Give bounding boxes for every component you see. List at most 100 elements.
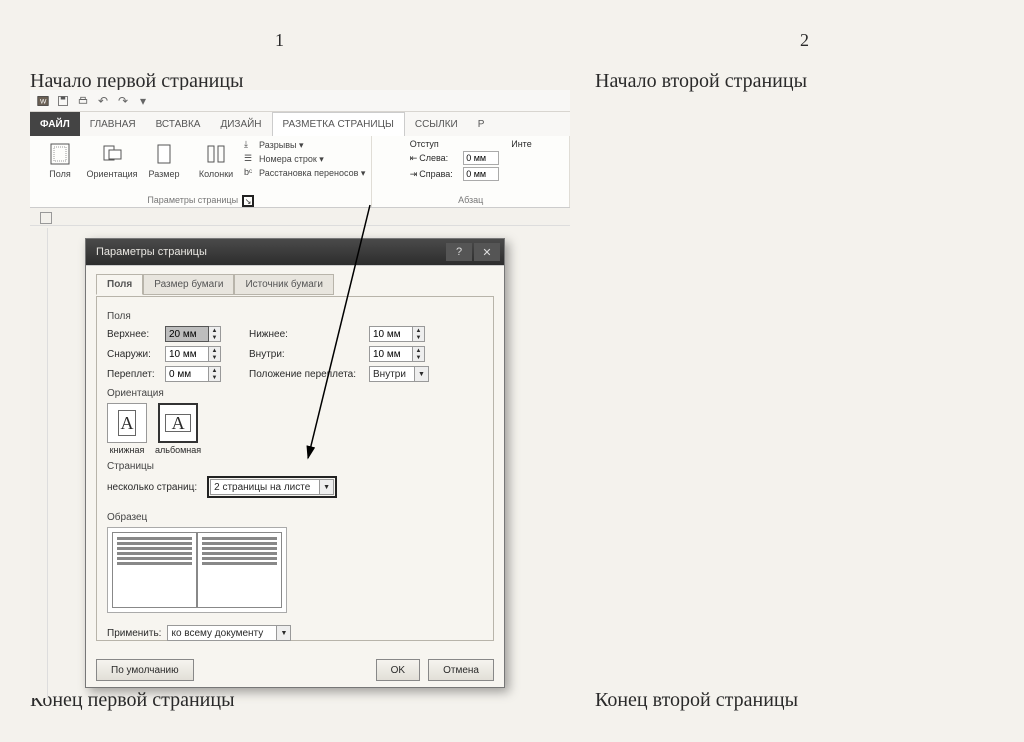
section-preview-label: Образец [107, 512, 483, 523]
heading-page1-bottom: Конец первой страницы [30, 689, 235, 712]
help-button[interactable]: ? [446, 243, 472, 261]
multi-pages-label: несколько страниц: [107, 482, 197, 493]
page-number-1: 1 [275, 30, 284, 51]
save-icon[interactable] [56, 94, 70, 108]
default-button[interactable]: По умолчанию [96, 659, 194, 681]
line-numbers-button[interactable]: ☰Номера строк ▾ [244, 153, 365, 165]
indent-left-icon: ⇤ [410, 153, 418, 164]
page-setup-launcher[interactable]: ↘ [242, 195, 254, 207]
indent-left-label: Слева: [419, 153, 461, 163]
margin-top-input[interactable]: ▲▼ [165, 326, 225, 342]
margin-inside-input[interactable]: ▲▼ [369, 346, 429, 362]
orientation-label: Ориентация [86, 169, 137, 179]
orientation-portrait-button[interactable]: A книжная [107, 403, 147, 455]
tab-mailings[interactable]: Р [468, 112, 495, 136]
columns-label: Колонки [199, 169, 233, 179]
dialog-titlebar[interactable]: Параметры страницы ? ✕ [86, 239, 504, 265]
ribbon-group-page-setup: Поля Ориентация Размер Колонки [30, 136, 372, 207]
size-icon [151, 141, 177, 167]
gutter-input[interactable]: ▲▼ [165, 366, 225, 382]
close-button[interactable]: ✕ [474, 243, 500, 261]
tab-references[interactable]: ССЫЛКИ [405, 112, 468, 136]
group-label-page-setup: Параметры страницы [147, 195, 238, 207]
print-icon[interactable] [76, 94, 90, 108]
dialog-tab-paper[interactable]: Размер бумаги [143, 274, 234, 295]
word-app-icon: W [36, 94, 50, 108]
apply-row: Применить: ко всему документу▼ [107, 625, 483, 641]
preview-box [107, 527, 287, 613]
section-orientation-label: Ориентация [107, 388, 483, 399]
hyphen-label: Расстановка переносов ▾ [259, 168, 365, 179]
breaks-button[interactable]: ⤓Разрывы ▾ [244, 139, 365, 151]
tab-insert[interactable]: ВСТАВКА [146, 112, 211, 136]
breaks-icon: ⤓ [244, 139, 256, 151]
heading-page2-bottom: Конец второй страницы [595, 689, 798, 712]
apply-label: Применить: [107, 628, 161, 639]
breaks-label: Разрывы ▾ [259, 140, 303, 151]
pages-row: несколько страниц: 2 страницы на листе▼ [107, 476, 483, 498]
tab-design[interactable]: ДИЗАЙН [210, 112, 271, 136]
size-label: Размер [149, 169, 180, 179]
size-button[interactable]: Размер [140, 139, 188, 179]
tab-page-layout[interactable]: РАЗМЕТКА СТРАНИЦЫ [272, 112, 405, 136]
cancel-button[interactable]: Отмена [428, 659, 494, 681]
group-label-paragraph: Абзац [458, 195, 483, 207]
section-margins-label: Поля [107, 311, 483, 322]
tab-home[interactable]: ГЛАВНАЯ [80, 112, 146, 136]
word-window: W ↶ ↷ ▾ ФАЙЛ ГЛАВНАЯ ВСТАВКА ДИЗАЙН РАЗМ… [30, 90, 570, 226]
margin-outside-input[interactable]: ▲▼ [165, 346, 225, 362]
multi-pages-select[interactable]: 2 страницы на листе▼ [207, 476, 337, 498]
margins-button[interactable]: Поля [36, 139, 84, 179]
orientation-icon [99, 141, 125, 167]
hyphenation-button[interactable]: bᶜРасстановка переносов ▾ [244, 167, 365, 179]
dialog-footer: По умолчанию OK Отмена [96, 659, 494, 681]
margin-top-label: Верхнее: [107, 329, 165, 340]
qat-dropdown-icon[interactable]: ▾ [136, 94, 150, 108]
indent-right-icon: ⇥ [410, 169, 418, 180]
hyphen-icon: bᶜ [244, 167, 256, 179]
apply-select[interactable]: ко всему документу▼ [167, 625, 291, 641]
ok-button[interactable]: OK [376, 659, 420, 681]
margins-icon [47, 141, 73, 167]
gutter-label: Переплет: [107, 369, 165, 380]
orientation-landscape-button[interactable]: A альбомная [155, 403, 201, 455]
quick-access-toolbar: W ↶ ↷ ▾ [30, 90, 570, 112]
linenums-icon: ☰ [244, 153, 256, 165]
dialog-panel: Поля Верхнее: ▲▼ Нижнее: ▲▼ Снаружи: ▲▼ … [96, 296, 494, 641]
columns-button[interactable]: Колонки [192, 139, 240, 179]
indent-left-input[interactable] [463, 151, 499, 165]
indent-right-input[interactable] [463, 167, 499, 181]
margin-inside-label: Внутри: [249, 349, 369, 360]
undo-icon[interactable]: ↶ [96, 94, 110, 108]
preview-page-left [112, 532, 197, 608]
ribbon-group-paragraph: Отступ ⇤Слева: ⇥Справа: Инте Абзац [372, 136, 570, 207]
indent-header: Отступ [410, 139, 500, 149]
preview-page-right [197, 532, 282, 608]
dialog-title-text: Параметры страницы [96, 246, 207, 258]
dialog-tab-fields[interactable]: Поля [96, 274, 143, 295]
spacing-header: Инте [511, 139, 531, 149]
page-number-2: 2 [800, 30, 809, 51]
orientation-button[interactable]: Ориентация [88, 139, 136, 179]
tab-file[interactable]: ФАЙЛ [30, 112, 80, 136]
margin-bottom-input[interactable]: ▲▼ [369, 326, 429, 342]
columns-icon [203, 141, 229, 167]
dialog-tab-source[interactable]: Источник бумаги [234, 274, 334, 295]
orientation-row: A книжная A альбомная [107, 403, 483, 455]
horizontal-ruler [30, 208, 570, 226]
page-setup-dialog: Параметры страницы ? ✕ Поля Размер бумаг… [85, 238, 505, 688]
linenums-label: Номера строк ▾ [259, 154, 324, 165]
gutter-position-label: Положение переплета: [249, 369, 369, 380]
section-pages-label: Страницы [107, 461, 483, 472]
page-layout: 1 2 Начало первой страницы Начало второй… [0, 0, 1024, 742]
gutter-position-select[interactable]: Внутри▼ [369, 366, 429, 382]
heading-page2-top: Начало второй страницы [595, 70, 807, 93]
dialog-body: Поля Размер бумаги Источник бумаги Поля … [86, 265, 504, 687]
redo-icon[interactable]: ↷ [116, 94, 130, 108]
orientation-portrait-label: книжная [110, 445, 145, 455]
dialog-tabs: Поля Размер бумаги Источник бумаги [96, 274, 504, 295]
margin-bottom-label: Нижнее: [249, 329, 369, 340]
ribbon: Поля Ориентация Размер Колонки [30, 136, 570, 208]
margins-label: Поля [49, 169, 70, 179]
svg-text:W: W [40, 98, 47, 105]
